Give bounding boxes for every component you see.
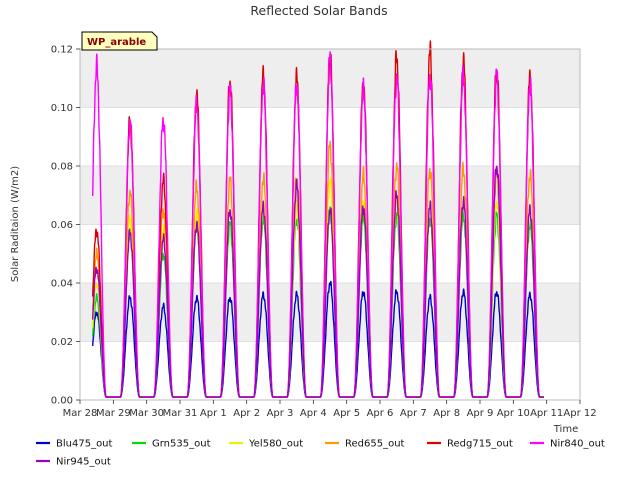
y-tick-label: 0.06: [51, 220, 73, 231]
x-tick-label: Mar 31: [163, 408, 198, 419]
x-tick-label: Apr 7: [400, 408, 427, 419]
x-tick-label: Mar 30: [129, 408, 164, 419]
x-axis-label: Time: [553, 424, 578, 435]
x-tick-label: Apr 8: [433, 408, 460, 419]
legend-label: Red655_out: [345, 439, 405, 450]
y-tick-label: 0.08: [51, 162, 73, 173]
legend-label: Blu475_out: [56, 439, 113, 450]
legend-label: Yel580_out: [248, 439, 303, 450]
wp-annotation-frame: [81, 31, 158, 51]
legend: Blu475_out Grn535_out Yel580_out Red655_out…: [36, 439, 605, 468]
wp-annotation-box: WP_arable: [81, 31, 158, 51]
legend-label: Redg715_out: [447, 439, 513, 450]
axes: [76, 48, 581, 404]
legend-label: Nir945_out: [56, 457, 111, 468]
y-tick-label: 0.00: [51, 396, 73, 407]
x-tick-label: Apr 10: [497, 408, 530, 419]
legend-label: Grn535_out: [152, 439, 211, 450]
y-axis-label: Solar Raditaion (W/m2): [10, 166, 21, 282]
x-tick-label: Apr 6: [367, 408, 394, 419]
x-tick-label: Mar 28: [63, 408, 98, 419]
y-tick-label: 0.02: [51, 337, 73, 348]
x-tick-label: Apr 12: [563, 408, 596, 419]
x-tick-label: Mar 29: [96, 408, 131, 419]
y-tick-label: 0.12: [51, 45, 73, 56]
x-tick-label: Apr 9: [467, 408, 494, 419]
x-tick-label: Apr 4: [300, 408, 327, 419]
series-line-nir945_out: [91, 165, 545, 398]
x-tick-label: Apr 2: [233, 408, 260, 419]
x-tick-label: Apr 3: [267, 408, 294, 419]
y-tick-label: 0.04: [51, 279, 73, 290]
y-tick-labels: 0.00 0.02 0.04 0.06 0.08 0.10 0.12: [51, 45, 73, 407]
x-tick-label: Apr 5: [333, 408, 360, 419]
chart-title: Reflected Solar Bands: [250, 3, 387, 18]
x-tick-label: Apr 1: [200, 408, 227, 419]
plot-band: [80, 283, 580, 342]
wp-annotation-label: WP_arable: [87, 37, 146, 48]
y-tick-label: 0.10: [51, 103, 73, 114]
x-tick-label: Apr 11: [530, 408, 563, 419]
series-lines: [91, 40, 545, 398]
legend-label: Nir840_out: [550, 439, 605, 450]
